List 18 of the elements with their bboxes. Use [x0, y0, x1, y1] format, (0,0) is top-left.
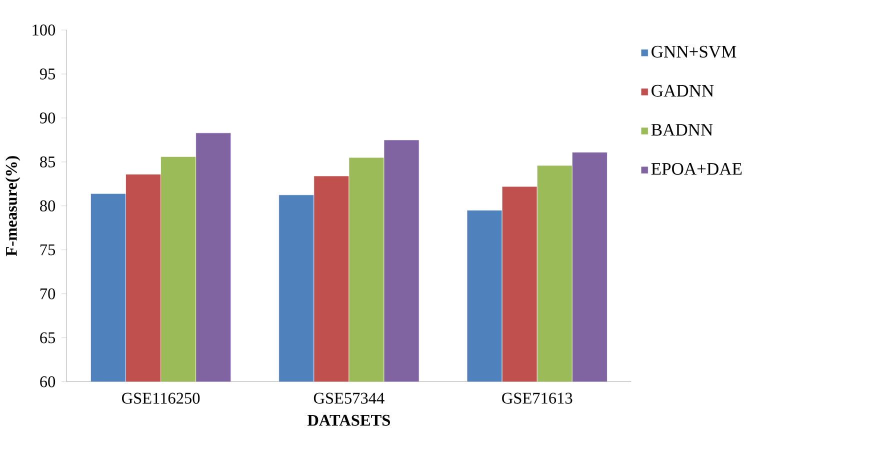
x-tick-label: GSE57344	[314, 392, 384, 404]
x-tick-label: GSE71613	[502, 392, 572, 404]
y-tick-label: 60	[40, 376, 56, 388]
y-tick-label: 75	[40, 244, 56, 256]
legend-label: GADNN	[652, 84, 714, 97]
y-tick-label: 70	[40, 288, 56, 300]
x-tick-label: GSE116250	[122, 392, 200, 404]
x-axis-title: DATASETS	[308, 414, 390, 426]
y-tick-label: 90	[40, 112, 56, 124]
legend-label: GNN+SVM	[652, 46, 736, 58]
y-axis-title: F-measure(%)	[5, 156, 20, 256]
y-tick-label: 85	[40, 156, 56, 168]
y-tick-label: 65	[40, 332, 56, 344]
legend-label: EPOA+DAE	[651, 162, 742, 175]
y-tick-label: 95	[40, 68, 56, 80]
y-tick-label: 80	[40, 200, 56, 212]
y-tick-label: 100	[32, 24, 56, 36]
legend-label: BADNN	[651, 124, 713, 136]
